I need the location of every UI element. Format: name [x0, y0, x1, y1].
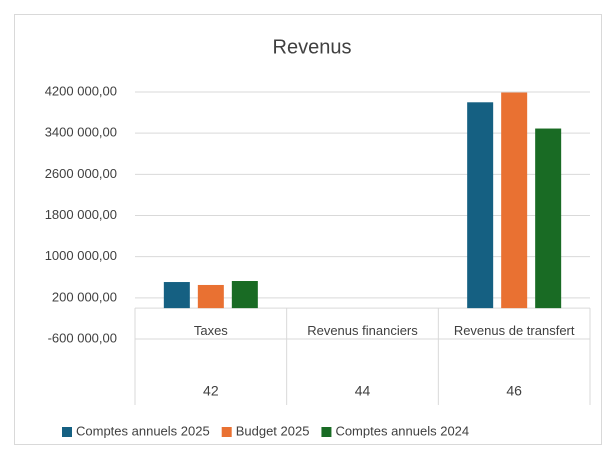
x-group-label: 44 [355, 383, 371, 399]
y-tick-label: 2600 000,00 [45, 166, 117, 181]
legend-label: Comptes annuels 2025 [76, 423, 210, 438]
x-tick-label: Taxes [193, 323, 228, 339]
y-tick-label: 3400 000,00 [45, 125, 117, 140]
legend-swatch [221, 427, 232, 437]
bar [501, 92, 528, 309]
x-group-label: 46 [506, 383, 522, 399]
bar [231, 281, 258, 309]
y-tick-label: 1800 000,00 [45, 207, 117, 222]
bar [197, 284, 224, 309]
x-category-label-box: Revenus de transfert [453, 323, 575, 339]
bar [163, 282, 190, 309]
legend-label: Comptes annuels 2024 [335, 423, 469, 438]
y-tick-label: 200 000,00 [52, 289, 117, 304]
chart-title: Revenus [273, 36, 352, 58]
legend-swatch [321, 427, 332, 437]
x-category-label-box: Revenus financiers [307, 323, 418, 339]
bar [467, 102, 494, 309]
legend-label: Budget 2025 [236, 423, 310, 438]
y-tick-label: 4200 000,00 [45, 83, 117, 98]
legend-swatch [62, 427, 72, 437]
y-tick-label: -600 000,00 [48, 330, 117, 345]
x-tick-label: Revenus financiers [307, 323, 418, 339]
y-tick-label: 1000 000,00 [45, 248, 117, 263]
x-tick-label: Revenus de transfert [453, 323, 575, 339]
bar [535, 128, 562, 309]
x-group-label: 42 [203, 383, 219, 399]
x-category-label-box: Taxes [193, 323, 228, 339]
